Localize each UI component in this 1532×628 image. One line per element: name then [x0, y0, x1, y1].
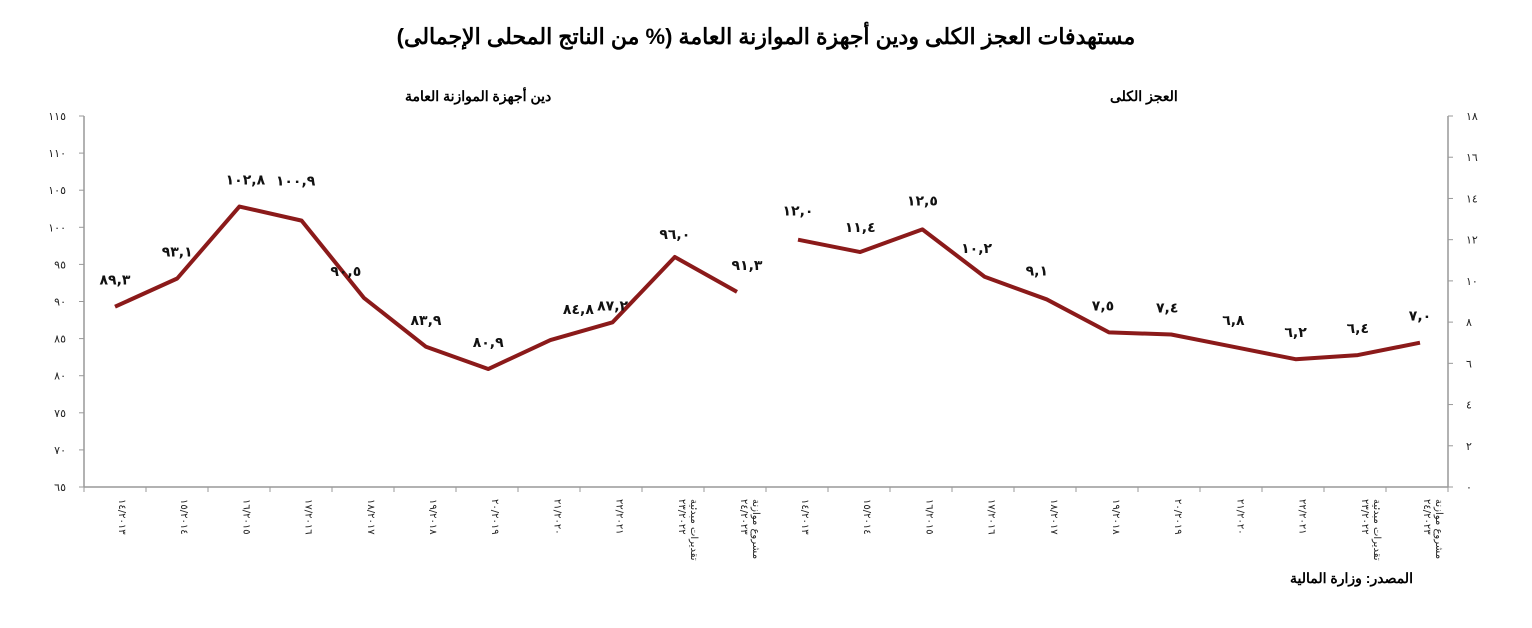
x-category-year: ٢٢/٢٠٢١	[614, 499, 625, 535]
data-label: ٧,٠	[1409, 309, 1431, 325]
y-tick-label: ١٦	[1466, 151, 1478, 164]
x-category-note: مشروع موازنة	[750, 499, 761, 559]
data-label: ١١,٤	[845, 220, 876, 236]
x-category-label: ٢١/٢٠٢٠	[551, 499, 562, 535]
x-category-label: ١٧/٢٠١٦	[986, 499, 997, 535]
x-category-label: ٢٤/٢٠٢٣ مشروع موازنة	[738, 499, 761, 559]
data-label: ٦,٢	[1284, 325, 1307, 341]
x-category-year: ٢٠/٢٠١٩	[489, 499, 500, 535]
y-tick-label: ٦٥	[54, 481, 66, 494]
x-category-label: ١٦/٢٠١٥	[240, 499, 251, 535]
x-category-year: ١٤/٢٠١٣	[116, 499, 127, 535]
x-category-year: ١٩/٢٠١٨	[1110, 499, 1121, 535]
data-label: ٧,٤	[1156, 300, 1178, 316]
x-category-year: ٢١/٢٠٢٠	[551, 499, 562, 535]
x-category-year: ٢٣/٢٠٢٢	[1359, 499, 1370, 535]
x-category-label: ٢٠/٢٠١٩	[489, 499, 500, 535]
y-tick-label: ٨٥	[54, 333, 66, 346]
y-tick-label: ١٢	[1466, 234, 1478, 247]
y-tick-label: ١٠٠	[48, 221, 66, 234]
x-category-year: ١٦/٢٠١٥	[923, 499, 934, 535]
data-label: ٩٣,١	[162, 244, 193, 260]
x-category-year: ١٨/٢٠١٧	[1048, 499, 1059, 535]
x-category-label: ٢٢/٢٠٢١	[614, 499, 625, 535]
y-tick-label: ٨	[1466, 316, 1472, 329]
x-category-label: ١٤/٢٠١٣	[116, 499, 127, 535]
data-label: ٩,١	[1026, 263, 1048, 279]
x-category-label: ٢٣/٢٠٢٢ تقديرات مبدئية	[1359, 499, 1382, 561]
x-category-label: ٢٤/٢٠٢٣ مشروع موازنة	[1421, 499, 1444, 559]
x-category-label: ٢٢/٢٠٢١	[1297, 499, 1308, 535]
data-label: ٨٩,٣	[100, 273, 131, 289]
x-category-note: تقديرات مبدئية	[1371, 499, 1382, 561]
x-category-label: ٢٣/٢٠٢٢ تقديرات مبدئية	[676, 499, 699, 561]
x-category-label: ١٤/٢٠١٣	[799, 499, 810, 535]
x-category-note: مشروع موازنة	[1433, 499, 1444, 559]
x-category-year: ٢٠/٢٠١٩	[1172, 499, 1183, 535]
x-category-label: ٢١/٢٠٢٠	[1234, 499, 1245, 535]
debt-chart-title: دين أجهزة الموازنة العامة	[405, 88, 552, 104]
x-category-note: تقديرات مبدئية	[688, 499, 699, 561]
x-category-year: ١٤/٢٠١٣	[799, 499, 810, 535]
y-tick-label: ١٠٥	[48, 184, 66, 197]
x-category-label: ١٩/٢٠١٨	[427, 499, 438, 535]
data-label: ١٠٢,٨	[226, 173, 266, 189]
x-category-label: ١٥/٢٠١٤	[178, 499, 189, 535]
x-category-year: ١٩/٢٠١٨	[427, 499, 438, 535]
data-label: ١٠,٢	[961, 241, 992, 257]
y-tick-label: ١٤	[1466, 192, 1478, 205]
x-category-label: ١٨/٢٠١٧	[1048, 499, 1059, 535]
x-category-label: ١٨/٢٠١٧	[365, 499, 376, 535]
data-label: ٩١,٣	[732, 258, 763, 274]
y-tick-label: ١١٥	[48, 110, 66, 123]
x-category-year: ٢٤/٢٠٢٣	[738, 499, 749, 535]
y-tick-label: ٤	[1466, 399, 1472, 412]
y-tick-label: ٨٠	[54, 370, 66, 383]
x-category-year: ١٦/٢٠١٥	[240, 499, 251, 535]
deficit-chart-title: العجز الكلى	[1110, 88, 1178, 104]
deficit-series-line	[797, 227, 1421, 362]
chart-title: مستهدفات العجز الكلى ودين أجهزة الموازنة…	[396, 24, 1136, 49]
debt-series-line	[114, 204, 738, 372]
data-label: ٨٧,٢	[597, 298, 628, 314]
data-label: ١٢,٠	[783, 204, 814, 220]
x-category-label: ١٩/٢٠١٨	[1110, 499, 1121, 535]
y-tick-label: ١١٠	[48, 147, 66, 160]
data-label: ١٠٠,٩	[276, 174, 316, 190]
y-tick-label: ٠	[1466, 481, 1472, 494]
y-tick-label: ٧٠	[54, 444, 66, 457]
y-tick-label: ٩٠	[54, 296, 66, 309]
data-label: ٩٦,٠	[659, 227, 690, 243]
y-tick-label: ١٨	[1466, 110, 1478, 123]
x-category-year: ٢٢/٢٠٢١	[1297, 499, 1308, 535]
x-category-year: ١٧/٢٠١٦	[986, 499, 997, 535]
y-tick-label: ٩٥	[54, 258, 66, 271]
x-category-year: ١٥/٢٠١٤	[178, 499, 189, 535]
x-category-year: ٢١/٢٠٢٠	[1234, 499, 1245, 535]
y-tick-label: ٦	[1466, 357, 1472, 370]
y-tick-label: ٢	[1466, 440, 1472, 453]
data-label: ٨٤,٨	[563, 302, 594, 318]
x-category-label: ٢٠/٢٠١٩	[1172, 499, 1183, 535]
y-tick-label: ٧٥	[54, 407, 66, 420]
x-category-label: ١٥/٢٠١٤	[861, 499, 872, 535]
x-category-year: ١٨/٢٠١٧	[365, 499, 376, 535]
x-category-label: ١٧/٢٠١٦	[303, 499, 314, 535]
data-label: ٦,٤	[1347, 321, 1369, 337]
x-category-year: ٢٤/٢٠٢٣	[1421, 499, 1432, 535]
x-category-label: ١٦/٢٠١٥	[923, 499, 934, 535]
source-note: المصدر: وزارة المالية	[1290, 570, 1413, 586]
data-label: ١٢,٥	[907, 193, 938, 209]
data-label: ٩٠,٥	[330, 264, 361, 280]
data-label: ٦,٨	[1222, 313, 1245, 329]
x-category-year: ٢٣/٢٠٢٢	[676, 499, 687, 535]
data-label: ٨٣,٩	[411, 313, 442, 329]
y-tick-label: ١٠	[1466, 275, 1478, 288]
data-label: ٧,٥	[1092, 298, 1114, 314]
x-category-year: ١٧/٢٠١٦	[303, 499, 314, 535]
data-label: ٨٠,٩	[473, 335, 504, 351]
x-category-year: ١٥/٢٠١٤	[861, 499, 872, 535]
